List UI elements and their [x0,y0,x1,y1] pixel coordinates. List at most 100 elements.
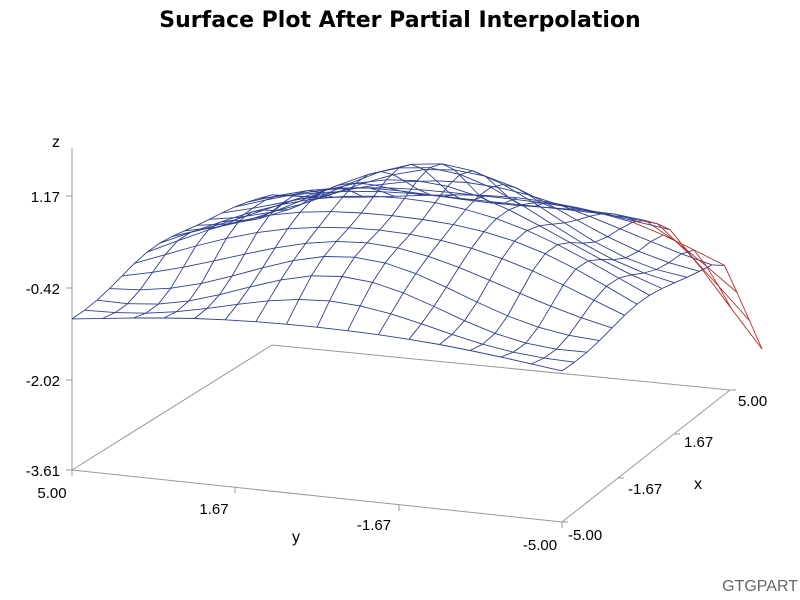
mesh-line-x [366,229,380,244]
mesh-line-y [295,189,327,195]
mesh-line-y [428,255,460,268]
mesh-line-y [121,271,153,277]
mesh-line-x [465,195,479,210]
mesh-line-y [533,202,565,224]
mesh-line-x [404,180,418,199]
mesh-line-x [434,186,448,203]
mesh-line-x [618,274,632,279]
mesh-line-x [471,231,485,249]
mesh-line-x [668,253,682,264]
mesh-line-y [532,270,564,286]
mesh-line-y [349,171,381,184]
mesh-line-x [133,312,146,319]
mesh-line-extrapolated [675,240,707,267]
mesh-line-x [189,228,203,234]
mesh-line-x [564,219,578,224]
mesh-line-x [515,187,529,196]
mesh-line-x [71,309,85,320]
mesh-line-y [256,228,288,234]
mesh-line-y [569,242,602,260]
mesh-line-y [464,320,496,334]
mesh-line-x [238,211,252,222]
mesh-line-extrapolated [724,265,738,293]
mesh-line-x [436,180,450,193]
mesh-line-y [510,198,541,204]
z-tick-label: -0.42 [26,281,60,298]
x-tick-label: -5.00 [568,527,602,544]
mesh-line-y [433,305,465,322]
mesh-line-y [312,196,344,200]
mesh-line-y [337,173,369,186]
mesh-line-y [225,319,256,323]
mesh-line-x [440,224,454,241]
mesh-line-x [550,284,564,307]
mesh-line-x [285,299,300,325]
mesh-line-x [570,242,583,244]
mesh-line-x [546,202,559,206]
mesh-line-x [497,186,511,200]
mesh-line-y [501,258,533,272]
mesh-line-y [531,363,563,372]
mesh-line-x [643,269,657,274]
mesh-line-x [469,343,483,351]
mesh-line-x [613,257,626,261]
mesh-line-y [594,241,627,259]
mesh-line-y [606,285,638,305]
mesh-line-y [494,332,526,344]
mesh-line-y [391,215,423,220]
mesh-line-x [96,288,110,301]
mesh-line-y [71,317,103,320]
mesh-line-x [459,170,473,175]
mesh-line-y [650,241,682,255]
mesh-line-extrapolated [700,267,732,309]
mesh-line-x [461,198,474,201]
mesh-line-y [639,221,671,231]
mesh-line-x [619,221,633,230]
mesh-line-y [416,180,448,187]
mesh-line-x [308,190,321,194]
mesh-line-x [220,219,234,223]
mesh-line-y [482,343,514,353]
mesh-line-y [521,204,553,225]
mesh-line-extrapolated [736,292,750,321]
mesh-line-x [390,292,404,315]
mesh-line-x [614,213,628,219]
mesh-line-x [466,182,480,196]
mesh-line-x [674,276,688,284]
y-tick-label: -5.00 [523,537,557,554]
mesh-line-x [504,197,518,204]
mesh-line-x [221,206,235,214]
mesh-line-x [244,232,258,255]
mesh-line-x [447,174,461,187]
mesh-line-y [384,262,416,275]
mesh-line-x [316,300,330,328]
mesh-line-y [415,273,447,288]
mesh-line-y [375,181,406,186]
axis-labels: z 1.17 -0.42 -2.02 -3.61 5.00 1.67 -1.67… [26,134,767,554]
mesh-line-x [188,283,202,302]
mesh-line-y [231,267,263,277]
mesh-line-y [237,300,269,305]
mesh-line-y [453,224,485,233]
mesh-line-y [387,187,419,191]
mesh-line-y [447,185,479,197]
mesh-line-x [594,236,608,243]
mesh-line-y [336,240,368,244]
mesh-line-x [355,174,369,184]
mesh-line-y [526,229,558,246]
mesh-line-x [540,202,554,209]
mesh-line-y [539,225,571,243]
mesh-line-x [576,215,590,221]
mesh-line-extrapolated [632,219,646,223]
mesh-line-y [213,253,245,262]
mesh-line-x [454,169,468,183]
mesh-line-y [329,300,361,307]
mesh-line-x [170,266,184,289]
mesh-line-y [170,282,202,289]
mesh-line-x [237,286,251,305]
mesh-line-x [267,279,282,302]
mesh-line-x [611,314,625,329]
mesh-line-x [245,218,259,222]
mesh-line-y [134,254,166,264]
mesh-line-x [312,189,326,200]
